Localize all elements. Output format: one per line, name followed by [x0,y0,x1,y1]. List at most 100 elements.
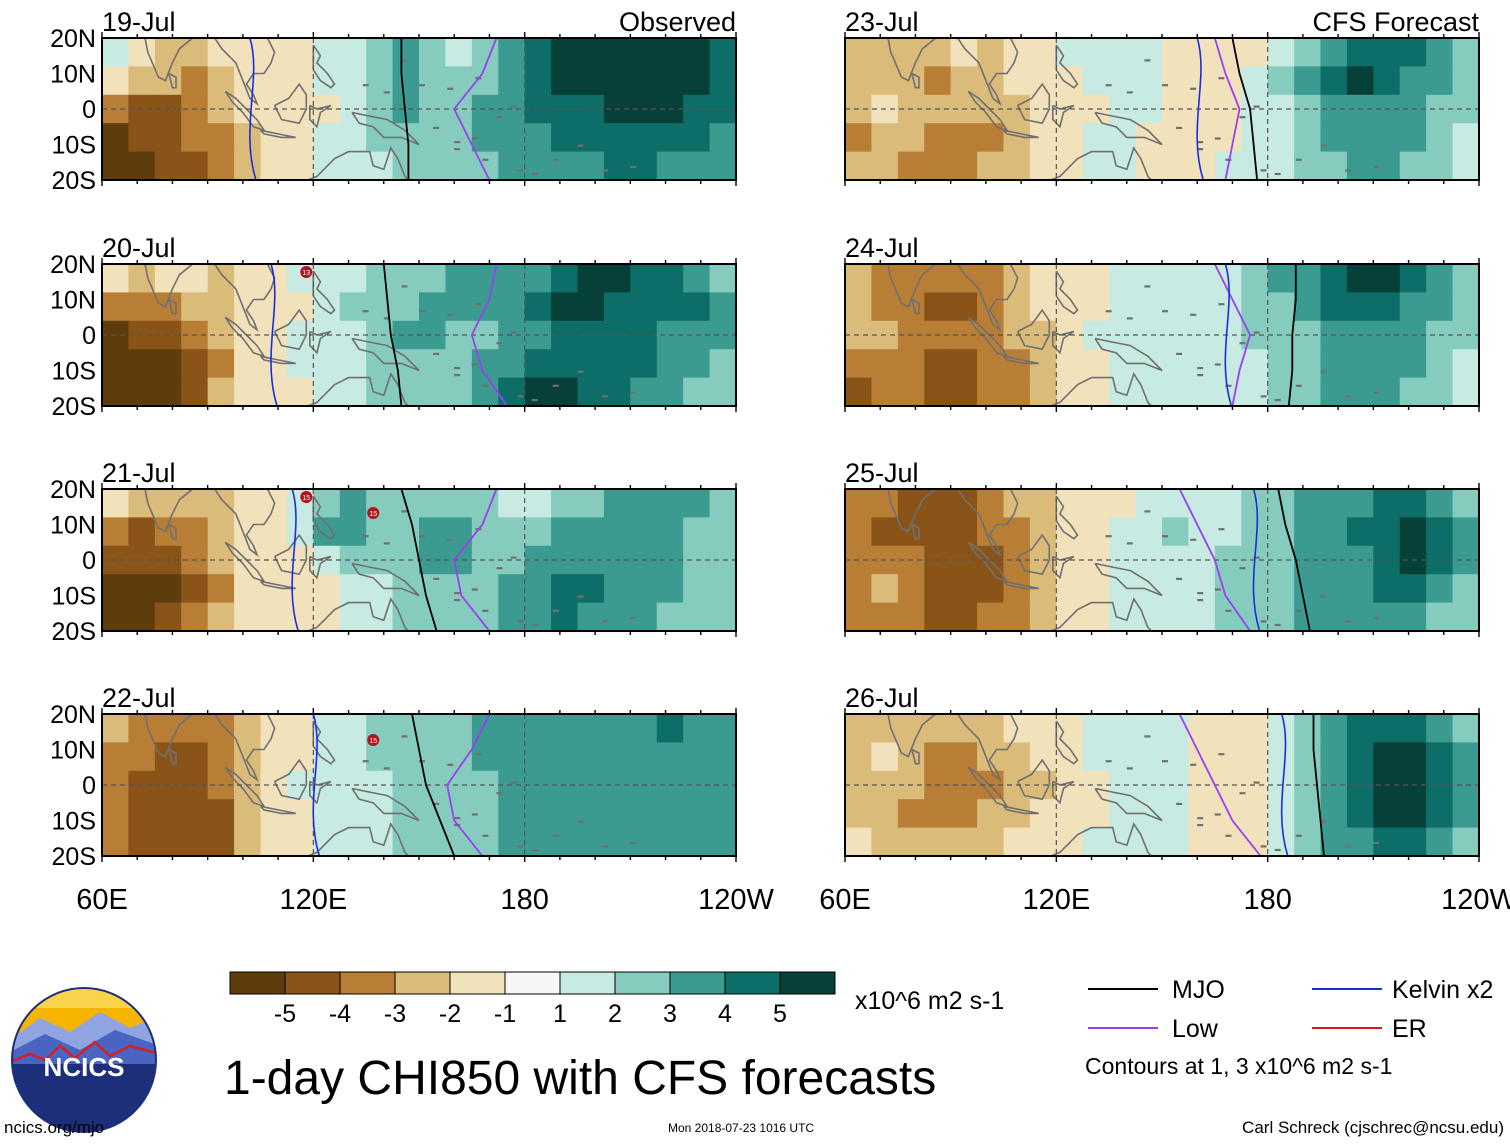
lat-tick-label: 10S [52,808,96,836]
field-cell [709,151,736,180]
field-cell [897,123,925,153]
kelvin-contour [1224,264,1233,406]
field-cell [709,94,736,124]
coastline [1052,330,1075,355]
island [433,126,440,129]
island [454,817,461,820]
island [1218,77,1225,80]
field-cell [845,123,873,153]
island [517,169,524,172]
field-cell [950,123,978,153]
field-cell [709,714,736,743]
field-cell [1109,264,1137,293]
field-cell [683,574,711,604]
field-cell [128,517,156,547]
field-cell [1399,517,1427,547]
island [1197,141,1204,144]
field-cell [950,714,978,743]
field-cell [445,320,473,350]
field-cell [1373,123,1401,153]
lat-tick-label: 0 [82,772,96,800]
island [1320,820,1327,823]
field-cell [498,377,526,406]
field-cell [419,377,447,406]
field-cell [603,292,631,322]
field-cell [656,517,684,547]
field-cell [709,517,736,547]
field-cell [1188,827,1216,856]
field-cell [1399,151,1427,180]
island [383,317,390,320]
field-cell [683,38,711,67]
field-cell [1082,489,1110,518]
field-cell [709,123,736,153]
storm-marker-dot [367,734,380,746]
field-cell [1320,602,1348,631]
field-cell [102,349,130,379]
colorbar-swatch [724,971,781,995]
field-cell [286,517,314,547]
field-cell [1109,38,1137,67]
field-cell [1452,38,1479,67]
field-cell [102,151,130,180]
field-cell [207,602,235,631]
field-cell [1082,38,1110,67]
field-cell [551,489,579,518]
field-cell [1346,602,1374,631]
field-cell [1346,377,1374,406]
island [454,374,461,377]
field-cell [154,66,182,96]
field-cell [656,742,684,772]
field-cell [1399,264,1427,293]
field-cell [1214,545,1242,575]
coastline [1055,44,1079,89]
field-cell [1188,602,1216,631]
lat-tick-label: 20N [50,251,96,279]
island [1274,623,1281,627]
island [1225,834,1232,837]
field-cell [419,714,447,743]
field-cell [181,602,209,631]
field-cell [1294,742,1322,772]
field-cell [1320,151,1348,180]
island [496,567,503,570]
panel-25-Jul: 25-Jul [844,458,1480,637]
field-cell [577,349,605,379]
field-cell [1162,320,1190,350]
field-cell [524,377,552,406]
island [577,370,584,373]
island [1225,384,1232,387]
lat-tick-label: 10S [52,132,96,160]
field-cell [128,349,156,379]
field-cell [154,292,182,322]
field-cell [1003,742,1031,772]
field-cell [445,264,473,293]
field-cell [871,66,899,96]
low-contour [1178,714,1262,856]
field-cell [577,151,605,180]
field-cell [102,292,130,322]
field-cell [524,38,552,67]
field-cell [1241,292,1269,322]
panel-date: 26-Jul [845,683,919,713]
field-cell [366,770,394,800]
field-cell [845,799,873,829]
coastline [259,580,296,590]
field-cell [498,66,526,96]
field-cell [950,799,978,829]
field-cell [524,574,552,604]
field-cell [577,264,605,293]
island [531,172,538,176]
field-cell [1082,742,1110,772]
field-cell [950,292,978,322]
field-cell [1267,827,1295,856]
island [482,384,489,387]
island [510,105,517,108]
field-cell [154,377,182,406]
field-cell [683,489,711,518]
lon-tick-label: 120W [1441,884,1510,916]
field-cell [339,827,367,856]
field-cell [366,545,394,575]
field-cell [630,292,658,322]
